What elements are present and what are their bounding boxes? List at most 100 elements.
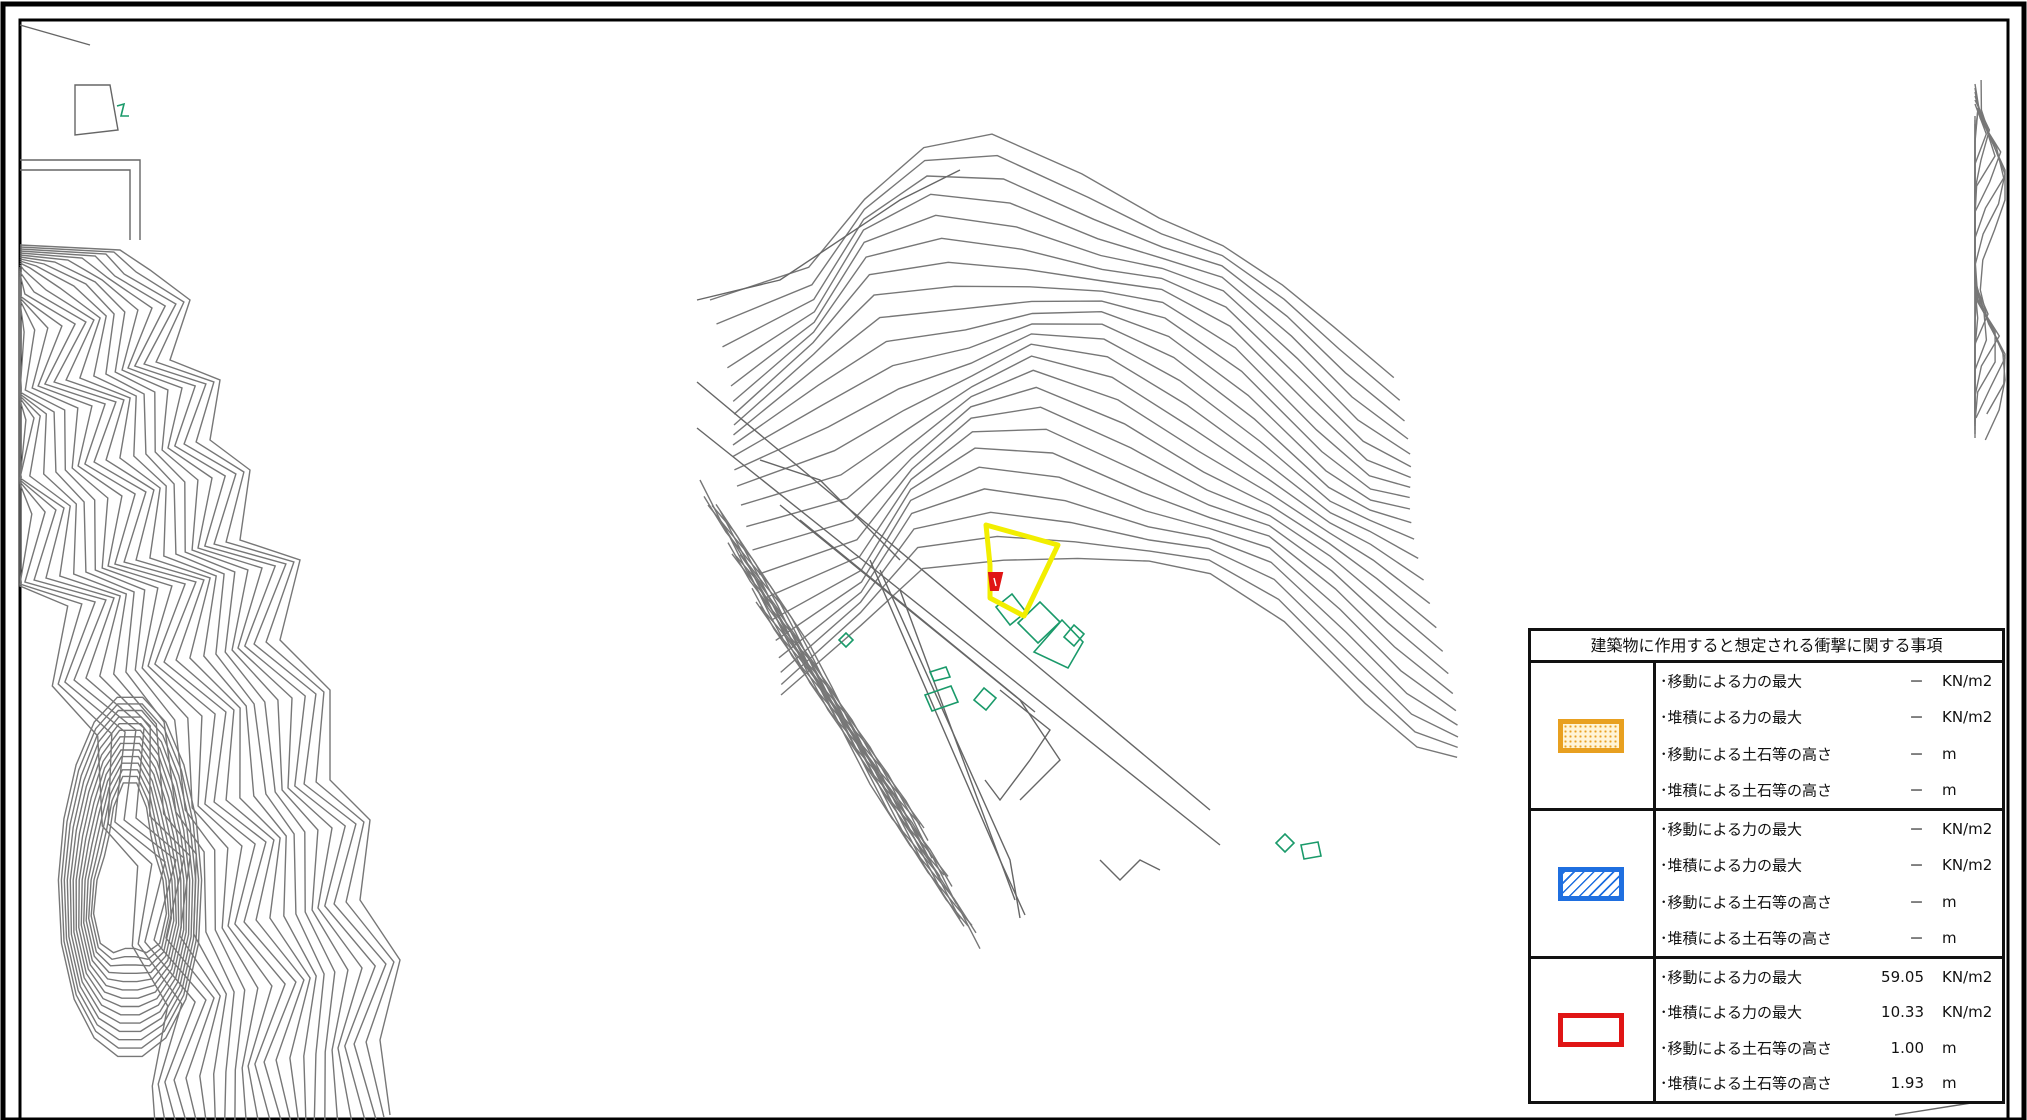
row-value: 1.93 [1890, 1074, 1924, 1093]
contour-line [746, 369, 1431, 605]
contour-line [716, 154, 1401, 401]
row-label: ･移動による土石等の高さ [1660, 1039, 1833, 1058]
contour-line [60, 703, 200, 1049]
orange-dotted-swatch [1558, 718, 1624, 753]
contour-line [19, 250, 377, 1120]
contour-line [736, 343, 1419, 560]
contour-line [19, 252, 363, 1120]
contour-line [740, 355, 1424, 581]
contour-line [733, 300, 1410, 499]
row-label: ･移動による力の最大 [1660, 968, 1803, 987]
row-unit: KN/m2 [1942, 672, 1993, 691]
contour-line [82, 755, 178, 983]
row-unit: KN/m2 [1942, 708, 1993, 727]
building [928, 666, 952, 682]
contour-line [732, 237, 1412, 468]
contour-line [755, 601, 977, 934]
contour-lines-center [699, 133, 1459, 950]
legend-group-blue: ･移動による力の最大 － KN/m2 ･堆積による力の最大 － KN/m2 ･移動による… [1531, 811, 2002, 959]
contour-line [739, 554, 961, 920]
building-outlines [116, 102, 1322, 860]
legend-row: ･堆積による力の最大 10.33 KN/m2 [1656, 995, 2002, 1031]
row-label: ･堆積による土石等の高さ [1660, 1074, 1833, 1093]
row-value: － [1908, 781, 1924, 800]
row-unit: m [1942, 780, 1957, 799]
legend-group-red: ･移動による力の最大 59.05 KN/m2 ･堆積による力の最大 10.33 KN/m… [1531, 959, 2002, 1101]
contour-line [722, 175, 1405, 422]
contour-line [19, 256, 336, 1120]
contour-line [734, 333, 1415, 540]
contour-line [19, 281, 221, 1120]
row-label: ･堆積による土石等の高さ [1660, 929, 1833, 948]
contour-line [19, 267, 297, 1120]
contour-line [752, 386, 1437, 629]
contour-line [733, 261, 1411, 479]
legend-row: ･移動による土石等の高さ － m [1656, 736, 2002, 772]
row-unit: KN/m2 [1942, 1003, 1993, 1022]
contour-line [57, 696, 203, 1058]
row-unit: m [1942, 892, 1957, 911]
legend-row: ･移動による力の最大 59.05 KN/m2 [1656, 959, 2002, 995]
row-value: － [1908, 856, 1924, 875]
row-unit: m [1942, 744, 1957, 763]
contour-line [711, 504, 933, 859]
contour-line [765, 428, 1449, 675]
legend-row: ･堆積による力の最大 － KN/m2 [1656, 847, 2002, 883]
contour-line [19, 254, 349, 1120]
row-unit: KN/m2 [1942, 820, 1993, 839]
contour-line [733, 285, 1411, 488]
contour-line [19, 291, 169, 1120]
contour-line [19, 273, 259, 1120]
contour-line [19, 275, 246, 1120]
row-value: 1.00 [1890, 1038, 1924, 1057]
row-value: － [1908, 820, 1924, 839]
building [1300, 841, 1322, 860]
contour-line [19, 246, 395, 1118]
legend-swatch-cell [1531, 811, 1656, 956]
contour-line [87, 769, 173, 967]
building [1062, 623, 1086, 648]
row-label: ･移動による土石等の高さ [1660, 745, 1833, 764]
contour-lines-right [1974, 79, 2006, 441]
contour-line [66, 716, 194, 1033]
contour-line [72, 729, 188, 1016]
contour-line [78, 742, 182, 999]
row-label: ･堆積による力の最大 [1660, 856, 1803, 875]
row-unit: KN/m2 [1942, 856, 1993, 875]
contour-line [732, 310, 1411, 510]
legend-title: 建築物に作用すると想定される衝撃に関する事項 [1531, 631, 2002, 663]
legend-row: ･移動による力の最大 － KN/m2 [1656, 811, 2002, 847]
legend-row: ･移動による土石等の高さ － m [1656, 884, 2002, 920]
legend-swatch-cell [1531, 959, 1656, 1101]
row-value: － [1908, 893, 1924, 912]
blue-hatched-swatch [1558, 866, 1624, 901]
row-value: － [1908, 929, 1924, 948]
contour-line [743, 557, 965, 927]
building [837, 631, 855, 649]
impact-legend: 建築物に作用すると想定される衝撃に関する事項 ･移動による力の最大 － KN/m2 … [1528, 628, 2005, 1104]
legend-row: ･移動による力の最大 － KN/m2 [1656, 663, 2002, 699]
row-label: ･堆積による力の最大 [1660, 1003, 1803, 1022]
contour-line [780, 511, 1459, 738]
contour-line [730, 214, 1411, 455]
contour-line [775, 466, 1457, 712]
row-unit: m [1942, 1038, 1957, 1057]
row-value: － [1908, 708, 1924, 727]
contour-line [19, 262, 311, 1120]
row-label: ･移動による土石等の高さ [1660, 893, 1833, 912]
contour-line [19, 271, 273, 1120]
contour-line [90, 775, 170, 961]
row-label: ･堆積による土石等の高さ [1660, 781, 1833, 800]
contour-line [727, 193, 1409, 440]
contour-line [758, 406, 1444, 652]
building [1032, 618, 1084, 670]
contour-line [770, 447, 1454, 695]
row-value: 59.05 [1881, 967, 1924, 986]
contour-line [709, 133, 1395, 379]
building [1016, 600, 1062, 645]
legend-row: ･堆積による力の最大 － KN/m2 [1656, 699, 2002, 735]
legend-row: ･堆積による土石等の高さ 1.93 m [1656, 1066, 2002, 1102]
building [972, 686, 998, 712]
contour-line [19, 287, 196, 1120]
